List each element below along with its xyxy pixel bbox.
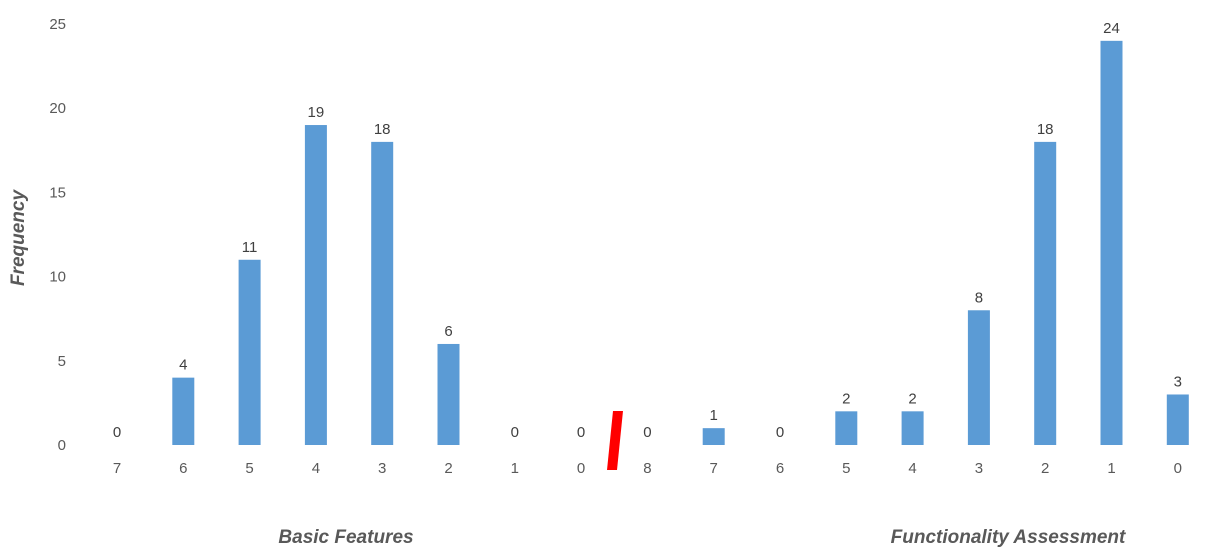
bar	[1166, 394, 1189, 445]
bar	[835, 411, 858, 445]
bar	[967, 310, 990, 445]
data-label: 8	[975, 289, 983, 306]
bar	[371, 141, 394, 445]
data-label: 0	[113, 424, 121, 441]
data-label: 11	[242, 239, 258, 256]
y-tick-label: 10	[49, 269, 66, 286]
x-tick-label: 6	[776, 460, 784, 477]
data-label: 19	[308, 104, 325, 121]
data-label: 0	[577, 424, 585, 441]
y-tick-label: 15	[49, 184, 66, 201]
x-tick-label: 0	[577, 460, 585, 477]
x-tick-label: 7	[710, 460, 718, 477]
data-label: 0	[643, 424, 651, 441]
axis-break-marker	[607, 411, 623, 470]
data-label: 1	[710, 407, 718, 424]
bars	[172, 40, 1189, 446]
bar	[437, 343, 460, 445]
y-axis-ticks: 0 5 10 15 20 25	[49, 16, 66, 454]
data-label: 0	[776, 424, 784, 441]
x-axis-ticks: 7 6 5 4 3 2 1 0 8 7 6 5 4 3 2 1 0	[113, 460, 1182, 477]
x-tick-label: 1	[511, 460, 519, 477]
y-tick-label: 20	[49, 100, 66, 117]
x-tick-label: 3	[378, 460, 386, 477]
x-tick-label: 5	[842, 460, 850, 477]
group-label-basic-features: Basic Features	[278, 527, 413, 548]
bar	[901, 411, 924, 445]
y-tick-label: 25	[49, 16, 66, 33]
bar	[1100, 40, 1123, 446]
data-label: 4	[179, 357, 187, 374]
data-label: 2	[842, 390, 850, 407]
data-labels: 0 4 11 19 18 6 0 0 0 1 0 2 2 8 18 24 3	[113, 20, 1182, 441]
data-label: 18	[1037, 121, 1054, 138]
data-label: 18	[374, 121, 391, 138]
bar	[1034, 141, 1057, 445]
data-label: 2	[908, 390, 916, 407]
x-tick-label: 6	[179, 460, 187, 477]
bar	[238, 259, 261, 445]
y-tick-label: 5	[58, 353, 66, 370]
data-label: 3	[1174, 373, 1182, 390]
x-tick-label: 7	[113, 460, 121, 477]
y-axis-title: Frequency	[8, 189, 29, 287]
x-tick-label: 5	[245, 460, 253, 477]
data-label: 0	[511, 424, 519, 441]
x-tick-label: 4	[312, 460, 320, 477]
x-tick-label: 0	[1174, 460, 1182, 477]
x-tick-label: 1	[1107, 460, 1115, 477]
x-tick-label: 8	[643, 460, 651, 477]
x-tick-label: 2	[444, 460, 452, 477]
x-tick-label: 2	[1041, 460, 1049, 477]
bar	[172, 377, 195, 445]
group-label-functionality-assessment: Functionality Assessment	[891, 527, 1126, 548]
y-tick-label: 0	[58, 437, 66, 454]
x-tick-label: 3	[975, 460, 983, 477]
x-tick-label: 4	[908, 460, 916, 477]
bar	[702, 428, 725, 445]
data-label: 6	[444, 323, 452, 340]
data-label: 24	[1103, 20, 1120, 37]
bar	[304, 125, 327, 445]
